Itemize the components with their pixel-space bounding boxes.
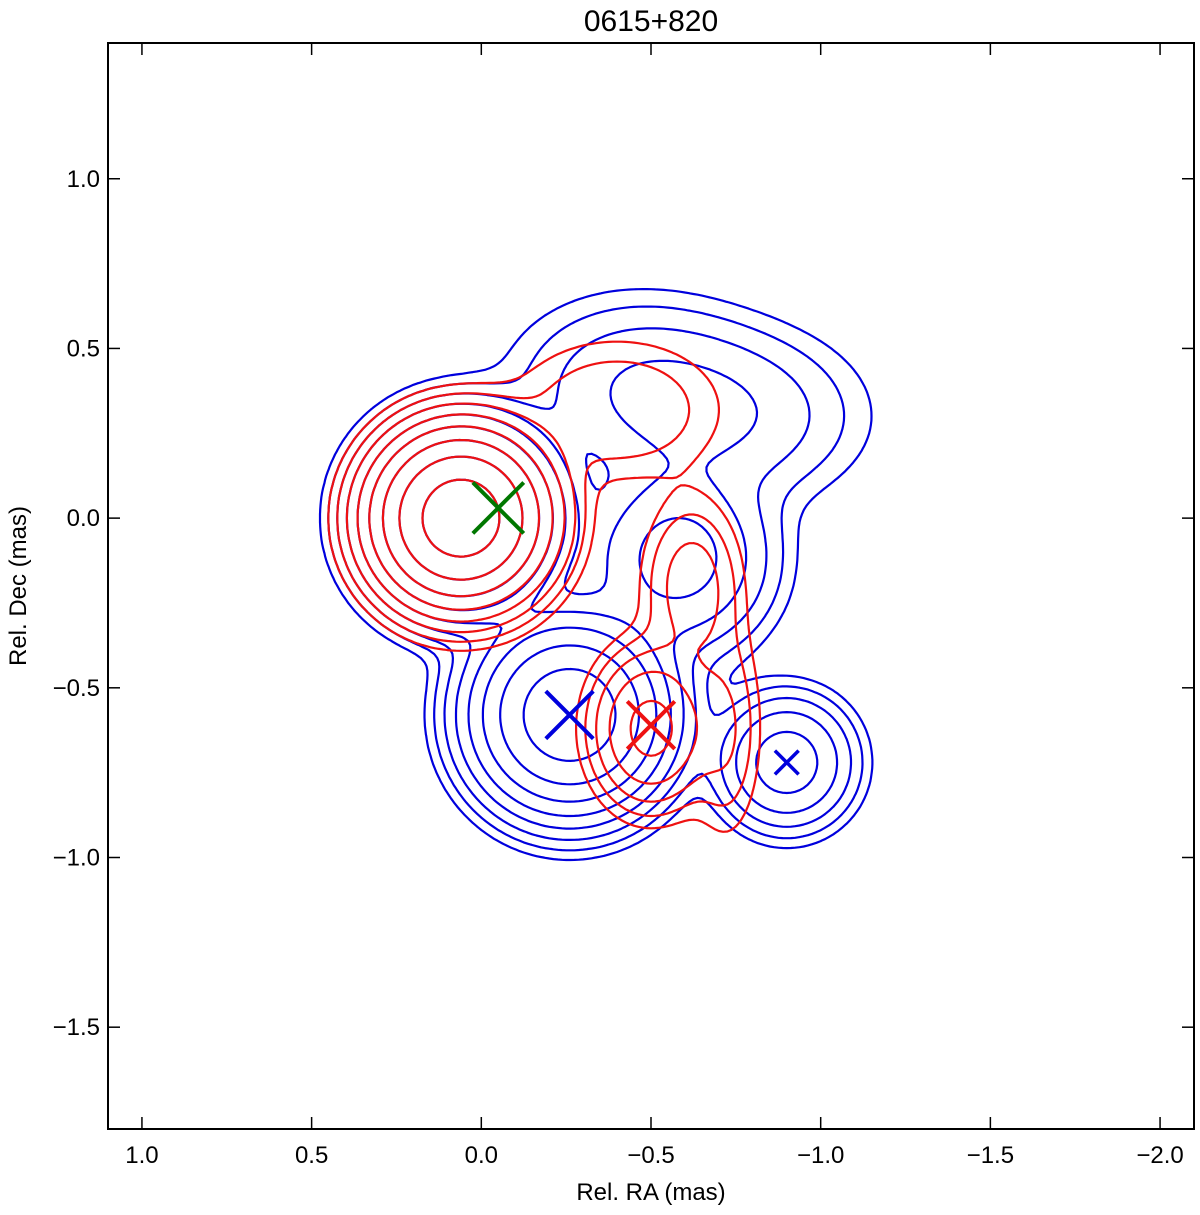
y-tick-label: 0.5	[67, 335, 100, 362]
contour-line	[327, 340, 762, 833]
x-tick-label: 0.0	[465, 1142, 498, 1169]
component-marker-cross	[544, 689, 595, 741]
contour-line	[356, 413, 699, 785]
y-tick-label: −0.5	[53, 675, 100, 702]
contour-line	[368, 425, 673, 757]
y-axis-label: Rel. Dec (mas)	[5, 506, 32, 666]
contour-line	[336, 327, 853, 841]
x-tick-label: 1.0	[125, 1142, 158, 1169]
component-marker-cross	[773, 749, 800, 776]
y-tick-label: 0.0	[67, 505, 100, 532]
contour-line	[421, 478, 501, 558]
x-tick-label: 0.5	[295, 1142, 328, 1169]
y-tick-label: −1.5	[53, 1014, 100, 1041]
x-tick-label: −1.0	[797, 1142, 844, 1169]
contour-line	[318, 288, 874, 862]
contour-line	[398, 455, 524, 581]
chart-title: 0615+820	[584, 5, 718, 38]
y-tick-label: −1.0	[53, 845, 100, 872]
x-tick-label: −2.0	[1136, 1142, 1183, 1169]
x-tick-label: −1.5	[967, 1142, 1014, 1169]
contour-line	[336, 360, 752, 818]
marker-stroke	[773, 749, 800, 776]
marker-stroke	[625, 699, 677, 751]
component-marker-cross	[471, 481, 526, 535]
contour-line	[381, 438, 541, 598]
marker-stroke	[544, 689, 595, 741]
contour-layer	[318, 288, 874, 862]
component-marker-cross	[625, 699, 677, 751]
marker-stroke	[471, 481, 526, 535]
contour-line	[398, 455, 617, 762]
marker-layer	[471, 481, 800, 776]
contour-line	[368, 425, 658, 803]
contour-line	[345, 359, 839, 830]
axis-ticks: 1.0 0.5 0.0 −0.5 −1.0 −1.5 −2.0 1.0 0.5 0.0 −0.5 −1…	[53, 43, 1194, 1169]
contour-line	[345, 402, 737, 803]
x-tick-label: −0.5	[627, 1142, 674, 1169]
y-tick-label: 1.0	[67, 166, 100, 193]
x-axis-label: Rel. RA (mas)	[576, 1179, 725, 1206]
